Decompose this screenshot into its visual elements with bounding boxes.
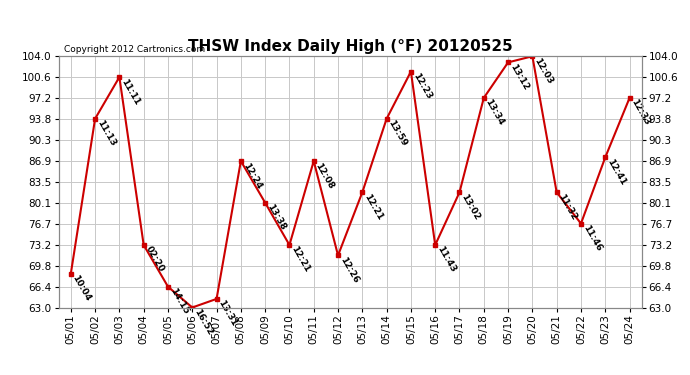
Text: 11:13: 11:13 (95, 119, 117, 148)
Text: 11:11: 11:11 (119, 77, 141, 106)
Text: 12:41: 12:41 (605, 158, 627, 187)
Text: 11:32: 11:32 (557, 192, 579, 222)
Text: 13:34: 13:34 (484, 98, 506, 128)
Text: 13:02: 13:02 (460, 192, 482, 222)
Text: 11:43: 11:43 (435, 245, 457, 274)
Text: 10:04: 10:04 (71, 274, 93, 303)
Text: 13:38: 13:38 (265, 203, 287, 232)
Text: 13:59: 13:59 (386, 119, 408, 148)
Text: 11:46: 11:46 (581, 224, 603, 253)
Text: 12:23: 12:23 (411, 72, 433, 101)
Text: 12:08: 12:08 (314, 161, 336, 190)
Text: 16:52: 16:52 (193, 308, 215, 337)
Text: 02:20: 02:20 (144, 245, 166, 274)
Text: 12:26: 12:26 (338, 255, 360, 285)
Text: Copyright 2012 Cartronics.com: Copyright 2012 Cartronics.com (64, 45, 206, 54)
Text: 13:12: 13:12 (508, 62, 530, 92)
Title: THSW Index Daily High (°F) 20120525: THSW Index Daily High (°F) 20120525 (188, 39, 513, 54)
Text: 12:03: 12:03 (533, 56, 555, 86)
Text: 12:21: 12:21 (362, 192, 384, 222)
Text: 12:33: 12:33 (629, 98, 651, 127)
Text: 14:15: 14:15 (168, 286, 190, 316)
Text: 13:31: 13:31 (217, 299, 239, 328)
Text: 12:24: 12:24 (241, 161, 263, 190)
Text: 12:21: 12:21 (289, 245, 312, 274)
